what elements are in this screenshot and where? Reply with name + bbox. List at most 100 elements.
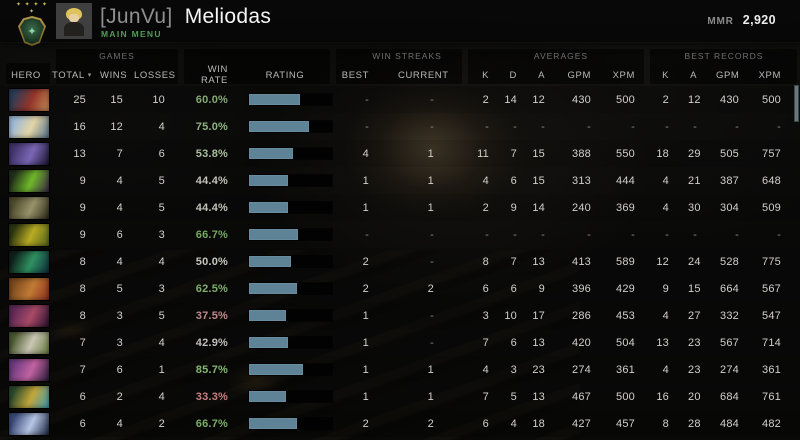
rating-bar: [249, 391, 332, 402]
sort-chevron-icon: ▾: [87, 71, 92, 79]
cell-win-rate: 75.0%: [195, 120, 228, 133]
column-header-total[interactable]: TOTAL ▾: [52, 69, 92, 81]
hero-4-portrait[interactable]: [8, 168, 50, 193]
hero-5-portrait[interactable]: [8, 195, 50, 220]
hero-6-portrait[interactable]: [8, 222, 50, 247]
table-row[interactable]: 6 4 2 66.7% 2 2 6 4 18 427 457 8 28 484 …: [0, 410, 800, 437]
cell-avg-xpm: 550: [616, 147, 635, 160]
cell-win-rate: 44.4%: [195, 174, 228, 187]
column-header-hero[interactable]: HERO: [11, 69, 41, 81]
cell-record-gpm: 567: [720, 336, 739, 349]
column-header-record-xpm[interactable]: XPM: [758, 69, 781, 81]
column-header-win-rate[interactable]: WIN RATE: [200, 64, 228, 86]
cell-losses: 6: [158, 147, 165, 160]
cell-avg-a: -: [541, 120, 545, 133]
table-row[interactable]: 13 7 6 53.8% 4 1 11 7 15 388 550 18 29 5…: [0, 140, 800, 167]
table-row[interactable]: 9 4 5 44.4% 1 1 2 9 14 240 369 4 30 304 …: [0, 194, 800, 221]
cell-record-xpm: 500: [762, 93, 781, 106]
cell-avg-xpm: 504: [616, 336, 635, 349]
cell-avg-xpm: 429: [616, 282, 635, 295]
table-row[interactable]: 7 6 1 85.7% 1 1 4 3 23 274 361 4 23 274 …: [0, 356, 800, 383]
cell-record-k: 16: [656, 390, 669, 403]
cell-avg-gpm: 413: [572, 255, 591, 268]
cell-record-xpm: -: [777, 120, 781, 133]
cell-record-a: 12: [688, 93, 701, 106]
cell-streak-best: 2: [362, 282, 369, 295]
hero-8-portrait[interactable]: [8, 276, 50, 301]
cell-streak-best: 1: [362, 390, 369, 403]
column-header-avg-d[interactable]: D: [509, 69, 517, 81]
cell-avg-a: 9: [538, 282, 545, 295]
cell-wins: 5: [116, 282, 123, 295]
column-header-avg-k[interactable]: K: [482, 69, 489, 81]
cell-avg-k: 2: [482, 201, 489, 214]
header-box-records: [650, 49, 797, 84]
cell-avg-gpm: 286: [572, 309, 591, 322]
cell-avg-k: 8: [482, 255, 489, 268]
cell-avg-a: 13: [532, 390, 545, 403]
cell-avg-a: 14: [532, 201, 545, 214]
column-header-avg-a[interactable]: A: [538, 69, 545, 81]
cell-avg-d: 7: [510, 147, 517, 160]
cell-record-k: -: [665, 228, 669, 241]
cell-avg-d: 7: [510, 255, 517, 268]
cell-streak-current: 1: [427, 174, 434, 187]
cell-record-a: -: [693, 120, 697, 133]
cell-record-xpm: 648: [762, 174, 781, 187]
hero-11-portrait[interactable]: [8, 357, 50, 382]
cell-win-rate: 85.7%: [195, 363, 228, 376]
column-header-record-gpm[interactable]: GPM: [716, 69, 740, 81]
cell-avg-gpm: 274: [572, 363, 591, 376]
table-row[interactable]: 8 4 4 50.0% 2 - 8 7 13 413 589 12 24 528…: [0, 248, 800, 275]
cell-streak-current: 1: [427, 201, 434, 214]
scrollbar-thumb[interactable]: [794, 85, 799, 122]
cell-avg-xpm: 500: [616, 390, 635, 403]
rating-bar: [249, 148, 332, 159]
cell-record-a: -: [693, 228, 697, 241]
hero-12-portrait[interactable]: [8, 384, 50, 409]
column-header-losses[interactable]: LOSSES: [134, 69, 176, 81]
column-header-best[interactable]: BEST: [341, 69, 369, 81]
table-row[interactable]: 9 6 3 66.7% - - - - - - - - - - -: [0, 221, 800, 248]
main-menu-label[interactable]: MAIN MENU: [101, 29, 162, 39]
column-header-wins[interactable]: WINS: [100, 69, 128, 81]
avatar-body: [64, 22, 84, 36]
column-header-avg-gpm[interactable]: GPM: [567, 69, 591, 81]
cell-streak-best: 2: [362, 255, 369, 268]
cell-record-gpm: 304: [720, 201, 739, 214]
cell-total: 9: [79, 228, 86, 241]
hero-10-portrait[interactable]: [8, 330, 50, 355]
table-row[interactable]: 6 2 4 33.3% 1 1 7 5 13 467 500 16 20 684…: [0, 383, 800, 410]
cell-total: 7: [79, 363, 86, 376]
hero-1-portrait[interactable]: [8, 87, 50, 112]
table-row[interactable]: 25 15 10 60.0% - - 2 14 12 430 500 2 12 …: [0, 86, 800, 113]
table-row[interactable]: 8 3 5 37.5% 1 - 3 10 17 286 453 4 27 332…: [0, 302, 800, 329]
table-row[interactable]: 9 4 5 44.4% 1 1 4 6 15 313 444 4 21 387 …: [0, 167, 800, 194]
cell-avg-gpm: 430: [572, 93, 591, 106]
mmr-value: 2,920: [742, 13, 776, 27]
cell-record-xpm: 547: [762, 309, 781, 322]
hero-2-portrait[interactable]: [8, 114, 50, 139]
column-header-record-a[interactable]: A: [690, 69, 697, 81]
cell-streak-current: -: [430, 336, 434, 349]
hero-9-portrait[interactable]: [8, 303, 50, 328]
cell-record-k: 8: [662, 417, 669, 430]
avatar[interactable]: [56, 3, 92, 39]
table-row[interactable]: 7 3 4 42.9% 1 - 7 6 13 420 504 13 23 567…: [0, 329, 800, 356]
player-name-line[interactable]: [JunVu] Meliodas: [100, 5, 271, 29]
cell-streak-current: 1: [427, 363, 434, 376]
column-header-rating[interactable]: RATING: [265, 69, 305, 81]
column-header-record-k[interactable]: K: [662, 69, 669, 81]
table-row[interactable]: 8 5 3 62.5% 2 2 6 6 9 396 429 9 15 664 5…: [0, 275, 800, 302]
table-row[interactable]: 16 12 4 75.0% - - - - - - - - - - -: [0, 113, 800, 140]
hero-13-portrait[interactable]: [8, 411, 50, 436]
cell-avg-a: 23: [532, 363, 545, 376]
column-header-avg-xpm[interactable]: XPM: [612, 69, 635, 81]
hero-3-portrait[interactable]: [8, 141, 50, 166]
rating-bar-fill: [249, 94, 301, 105]
cell-win-rate: 37.5%: [195, 309, 228, 322]
column-header-current[interactable]: CURRENT: [398, 69, 449, 81]
rank-emblem[interactable]: ✦ ✦ ✦ ✦ ✦ ✦: [14, 2, 50, 46]
cell-avg-d: 5: [510, 390, 517, 403]
hero-7-portrait[interactable]: [8, 249, 50, 274]
